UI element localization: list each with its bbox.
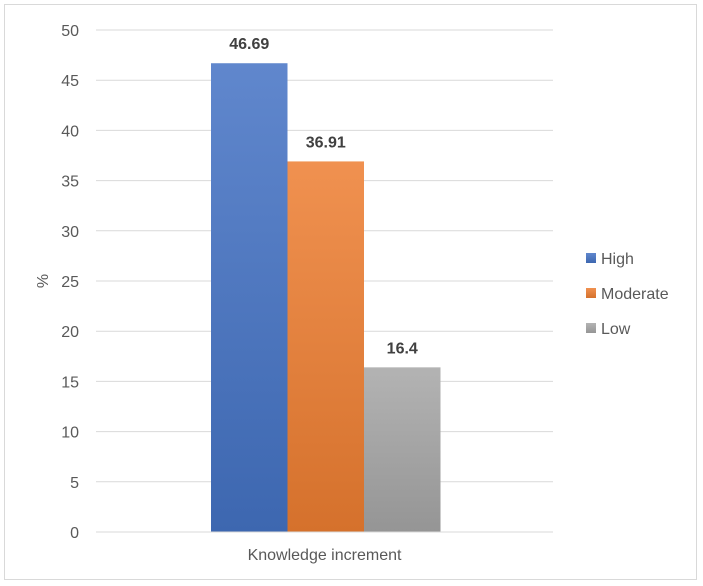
legend-label-low: Low	[601, 321, 631, 338]
data-label-low: 16.4	[387, 340, 418, 357]
y-tick-label: 25	[61, 274, 79, 291]
y-tick-label: 0	[70, 525, 79, 542]
data-labels: 46.69 36.91 16.4	[229, 36, 418, 357]
legend-swatch-moderate	[586, 288, 596, 298]
y-axis-label: %	[35, 274, 52, 288]
bar-low	[364, 367, 441, 532]
y-axis-ticks: 0 5 10 15 20 25 30 35 40 45 50	[61, 23, 79, 542]
data-label-moderate: 36.91	[306, 134, 346, 151]
y-tick-label: 10	[61, 425, 79, 442]
legend-label-moderate: Moderate	[601, 286, 669, 303]
legend-swatch-high	[586, 253, 596, 263]
legend: High Moderate Low	[586, 251, 669, 338]
bar-moderate	[287, 161, 364, 533]
y-tick-label: 40	[61, 123, 79, 140]
y-tick-label: 15	[61, 374, 79, 391]
y-tick-label: 35	[61, 174, 79, 191]
y-tick-label: 50	[61, 23, 79, 40]
y-tick-label: 5	[70, 475, 79, 492]
x-category-label: Knowledge increment	[248, 547, 402, 564]
legend-label-high: High	[601, 251, 634, 268]
y-tick-label: 20	[61, 324, 79, 341]
data-label-high: 46.69	[229, 36, 269, 53]
bar-high	[211, 63, 288, 533]
legend-swatch-low	[586, 323, 596, 333]
y-tick-label: 45	[61, 73, 79, 90]
y-tick-label: 30	[61, 224, 79, 241]
bars	[211, 63, 441, 533]
gridlines	[96, 29, 553, 483]
